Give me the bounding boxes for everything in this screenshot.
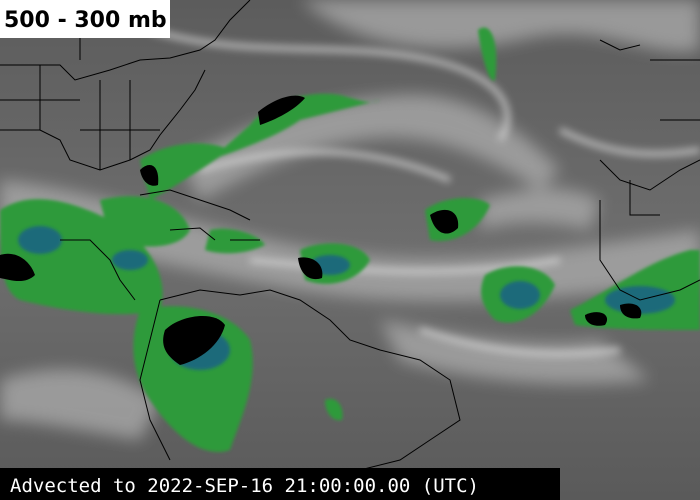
bright-swirls bbox=[149, 27, 700, 357]
footer: Advected to 2022-SEP-16 21:00:00.00 (UTC… bbox=[10, 475, 479, 497]
title: 500 - 300 mb bbox=[4, 8, 167, 33]
convection-core bbox=[0, 95, 642, 365]
coastlines bbox=[0, 0, 700, 470]
footer-bar bbox=[0, 468, 560, 500]
title-box bbox=[0, 0, 170, 38]
